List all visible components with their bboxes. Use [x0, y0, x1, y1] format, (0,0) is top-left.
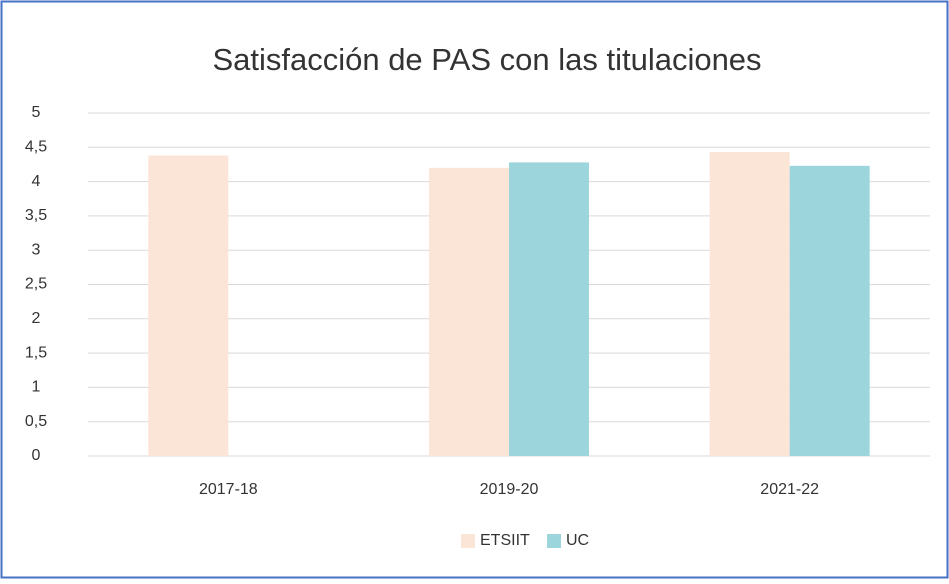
y-tick-label: 4 [32, 173, 41, 190]
y-tick-label: 1,5 [25, 344, 47, 361]
bar [429, 167, 509, 456]
legend-swatch [461, 534, 475, 548]
y-tick-label: 4,5 [25, 139, 47, 156]
y-tick-label: 0,5 [25, 413, 47, 430]
x-tick-label: 2017-18 [199, 481, 258, 498]
y-tick-label: 5 [32, 104, 41, 121]
chart-title: Satisfacción de PAS con las titulaciones [212, 42, 761, 77]
y-tick-label: 2 [32, 310, 41, 327]
legend-swatch [547, 534, 561, 548]
y-tick-label: 3 [32, 241, 41, 258]
x-tick-label: 2019-20 [480, 481, 539, 498]
bar [148, 155, 229, 457]
bar [509, 162, 589, 456]
bar [789, 165, 870, 456]
y-tick-label: 2,5 [25, 276, 47, 293]
legend-label: ETSIIT [480, 532, 530, 549]
y-tick-label: 0 [32, 447, 41, 464]
bar [709, 152, 790, 457]
legend-label: UC [566, 532, 589, 549]
y-tick-label: 3,5 [25, 207, 47, 224]
x-tick-label: 2021-22 [760, 481, 819, 498]
y-tick-label: 1 [32, 379, 41, 396]
